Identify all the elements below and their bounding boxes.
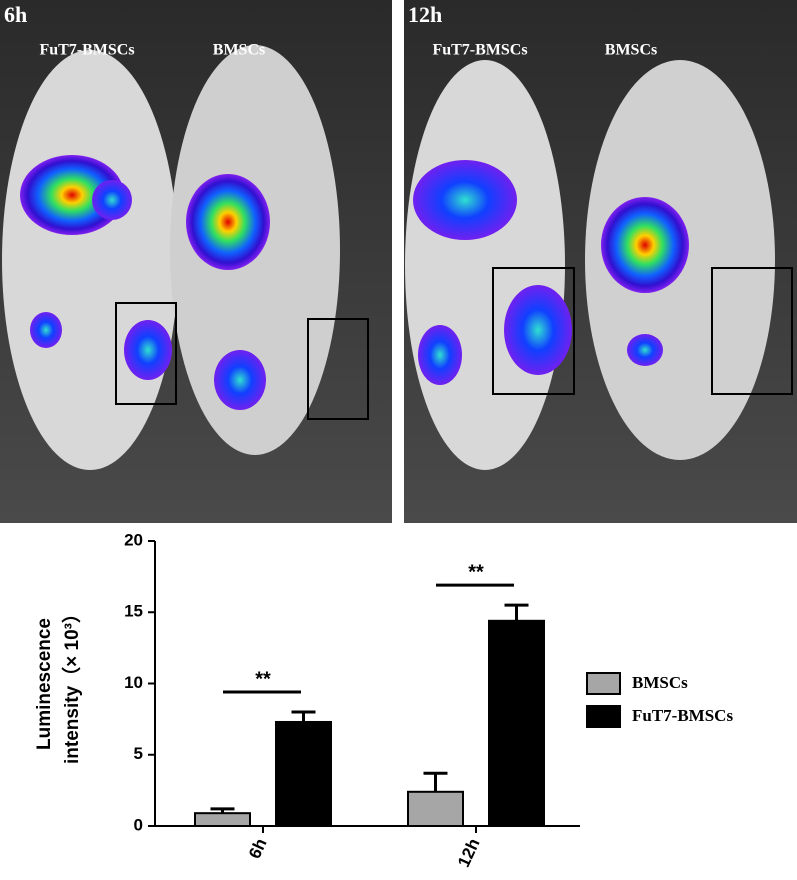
- image-panel-6h: 6h FuT7-BMSCs BMSCs: [0, 0, 392, 523]
- bar: [407, 790, 464, 827]
- panel-label: FuT7-BMSCs: [432, 42, 527, 59]
- y-tick-label: 20: [124, 530, 143, 549]
- bar: [194, 812, 251, 827]
- panel-label: FuT7-BMSCs: [39, 42, 134, 59]
- y-axis-label: Luminescence: [34, 618, 55, 750]
- legend-label: BMSCs: [632, 673, 688, 692]
- y-axis-label: intensity（× 10³）: [60, 604, 83, 764]
- significance-label: **: [255, 668, 271, 690]
- error-bar: [291, 710, 316, 722]
- bar: [275, 720, 332, 827]
- legend-swatch: [586, 672, 621, 695]
- y-tick-label: 0: [134, 815, 143, 834]
- y-tick-label: 10: [124, 673, 143, 692]
- panel-time: 12h: [408, 2, 442, 27]
- panel-label: BMSCs: [605, 42, 657, 59]
- image-panel-12h: 12h FuT7-BMSCs BMSCs: [404, 0, 797, 523]
- error-bar: [504, 603, 529, 621]
- legend-label: FuT7-BMSCs: [632, 706, 733, 725]
- error-bar: [423, 771, 448, 792]
- y-tick-label: 5: [134, 744, 143, 763]
- bar-chart: Luminescence intensity（× 10³） 0 5 10 15 20 6h…: [34, 530, 733, 870]
- panel-time: 6h: [4, 2, 27, 27]
- x-tick-label: 12h: [454, 836, 484, 871]
- panel-label: BMSCs: [213, 42, 265, 59]
- significance-label: **: [468, 561, 484, 583]
- legend-swatch: [586, 705, 621, 728]
- x-tick-label: 6h: [245, 836, 271, 862]
- y-tick-label: 15: [124, 602, 143, 621]
- bar: [488, 619, 545, 827]
